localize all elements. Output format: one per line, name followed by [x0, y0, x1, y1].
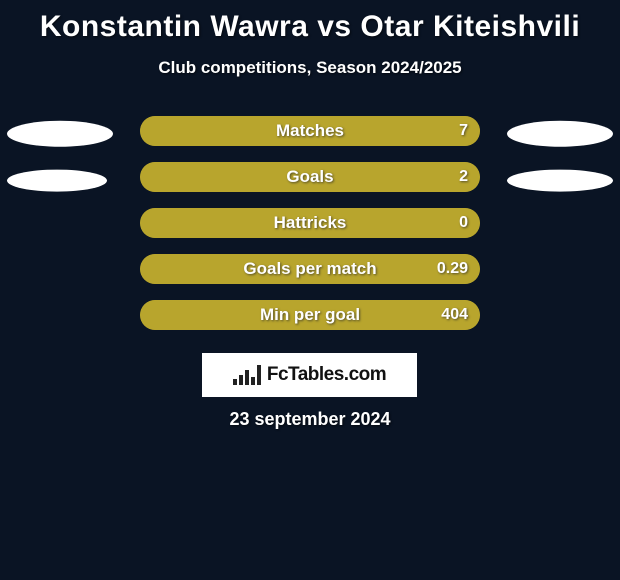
- brand-bars-icon: [233, 365, 261, 385]
- player-left-ellipse: [7, 170, 107, 192]
- stat-row: Goals2: [0, 162, 620, 208]
- player-right-ellipse: [507, 121, 613, 147]
- date-text: 23 september 2024: [0, 409, 620, 430]
- stat-row: Matches7: [0, 116, 620, 162]
- stat-label: Min per goal: [140, 300, 480, 330]
- subtitle: Club competitions, Season 2024/2025: [0, 58, 620, 78]
- stat-bar: Hattricks0: [140, 208, 480, 238]
- page-title: Konstantin Wawra vs Otar Kiteishvili: [0, 0, 620, 44]
- stat-label: Goals: [140, 162, 480, 192]
- stat-value: 2: [459, 162, 468, 192]
- stat-value: 0: [459, 208, 468, 238]
- stat-label: Goals per match: [140, 254, 480, 284]
- brand-text: FcTables.com: [267, 364, 386, 386]
- stat-row: Hattricks0: [0, 208, 620, 254]
- stat-value: 0.29: [437, 254, 468, 284]
- stat-row: Min per goal404: [0, 300, 620, 346]
- player-left-ellipse: [7, 121, 113, 147]
- stat-value: 7: [459, 116, 468, 146]
- stat-bar: Min per goal404: [140, 300, 480, 330]
- brand-bar-icon-segment: [233, 379, 237, 385]
- player-right-ellipse: [507, 170, 613, 192]
- brand-bar-icon-segment: [239, 375, 243, 385]
- brand-bar-icon-segment: [257, 365, 261, 385]
- stat-label: Matches: [140, 116, 480, 146]
- stat-bar: Matches7: [140, 116, 480, 146]
- brand-bar-icon-segment: [251, 377, 255, 385]
- stat-bar: Goals2: [140, 162, 480, 192]
- stat-label: Hattricks: [140, 208, 480, 238]
- brand-bar-icon-segment: [245, 370, 249, 385]
- stat-value: 404: [441, 300, 468, 330]
- stat-bar: Goals per match0.29: [140, 254, 480, 284]
- stat-row: Goals per match0.29: [0, 254, 620, 300]
- brand-footer: FcTables.com: [202, 353, 417, 397]
- stats-list: Matches7Goals2Hattricks0Goals per match0…: [0, 116, 620, 346]
